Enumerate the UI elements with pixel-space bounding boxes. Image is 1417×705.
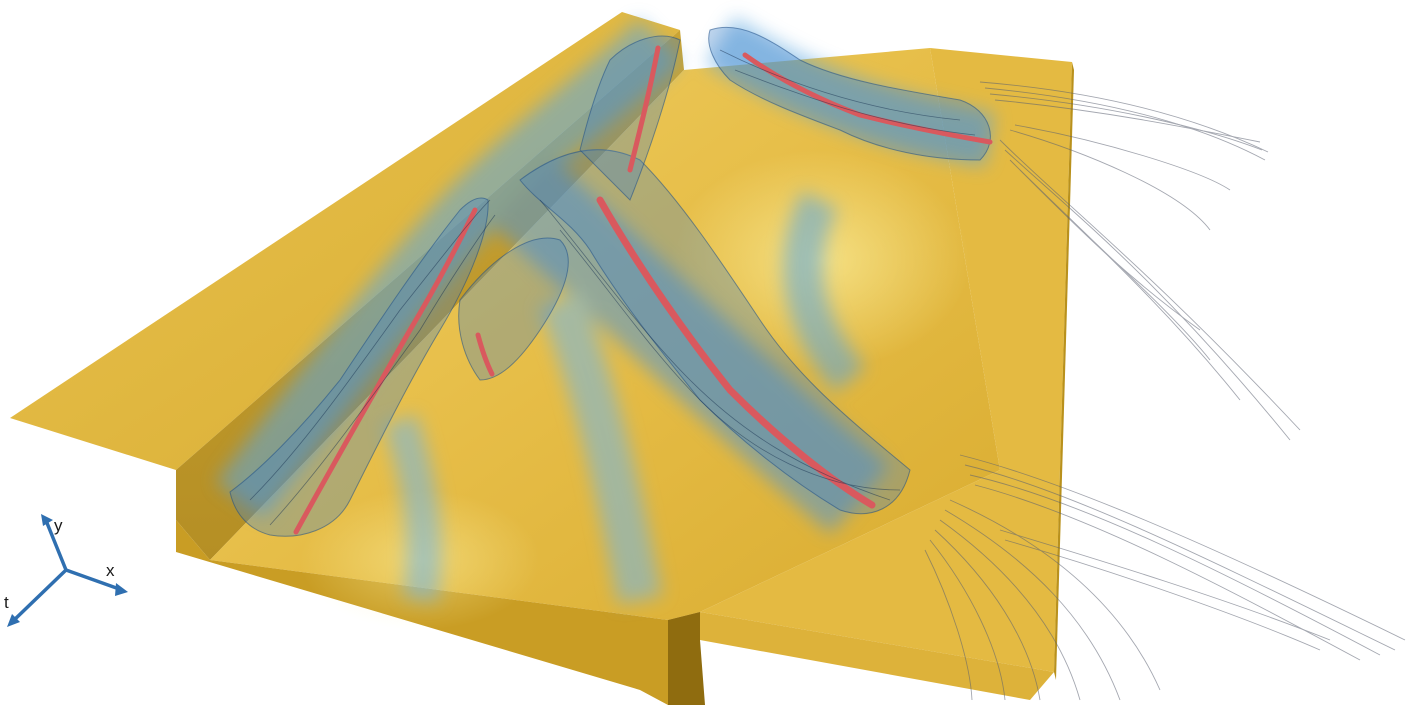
pathlines (924, 81, 1406, 701)
core-line-left (293, 207, 478, 535)
vortex-tube-center (519, 149, 911, 515)
right-plate-surface-front (668, 612, 1054, 700)
vortex-core-lines (293, 45, 993, 535)
t-axis-arrow (10, 568, 68, 624)
x-axis-label: x (106, 561, 115, 580)
right-plate-edge (1054, 62, 1074, 680)
t-axis-label: t (4, 593, 9, 612)
core-line-upper (627, 45, 661, 173)
axes-indicator: y x t (4, 514, 128, 627)
y-axis-label: y (54, 516, 63, 535)
x-axis-arrowhead (115, 583, 128, 596)
vortex-volume (216, 16, 995, 605)
tube-detail-lines (249, 49, 976, 526)
right-plate-surface (700, 48, 1072, 672)
core-line-small (475, 332, 495, 377)
left-ramp-surface (10, 12, 680, 470)
y-axis-arrowhead (41, 514, 53, 526)
x-axis-arrow (65, 568, 123, 592)
y-axis-arrow (43, 517, 68, 571)
vortex-tube-upper (579, 35, 681, 201)
vortex-tube-mid (458, 237, 569, 381)
t-axis-arrowhead (7, 614, 20, 627)
step-front-edge (668, 612, 705, 705)
core-line-right (742, 52, 993, 145)
